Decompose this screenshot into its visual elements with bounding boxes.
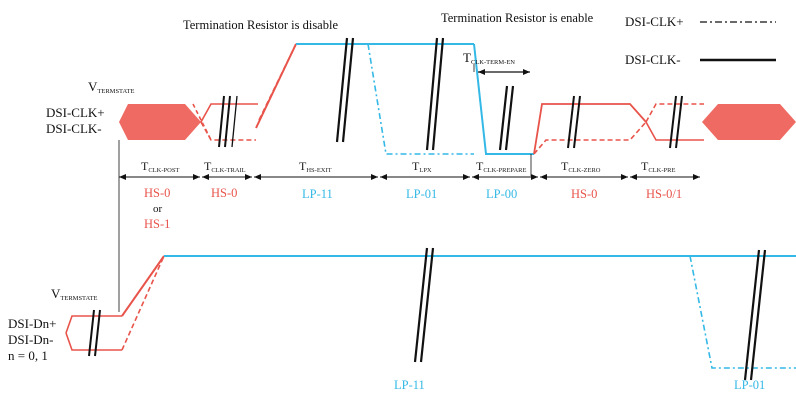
legend-clk-minus-label: DSI-CLK-: [625, 52, 681, 67]
clk-break-mark-6: [669, 95, 683, 149]
termination-disable-label: Termination Resistor is disable: [183, 18, 338, 32]
state-hs0-zero: HS-0: [571, 187, 597, 201]
clk-hs-region-left: [119, 104, 201, 140]
phase-clk-prepare: TCLK-PREPARE: [476, 159, 526, 174]
clk-break-mark-4: [498, 85, 515, 151]
clk-break-mark-1: [218, 95, 231, 148]
clk-break-mark-5: [567, 95, 581, 149]
state-hs0-or: HS-0: [144, 186, 170, 200]
dn-minus-label: DSI-Dn-: [8, 332, 54, 347]
clk-break-mark-2: [335, 37, 355, 143]
state-hs01: HS-0/1: [646, 187, 682, 201]
clk-break-mark-3: [425, 37, 445, 151]
data-state-lp01: LP-01: [734, 378, 765, 392]
phase-clk-post: TCLK-POST: [141, 159, 179, 174]
dn-plus-label: DSI-Dn+: [8, 316, 57, 331]
phase-clk-trail: TCLK-TRAIL: [204, 159, 246, 174]
data-break-mark-2: [413, 247, 435, 363]
state-lp11: LP-11: [302, 187, 333, 201]
clock-waveform: [119, 37, 796, 155]
state-lp00: LP-00: [486, 187, 517, 201]
state-hs0-trail: HS-0: [211, 186, 237, 200]
phase-lpx: TLPX: [412, 159, 432, 174]
data-break-mark-1: [88, 309, 101, 357]
phase-clk-zero: TCLK-ZERO: [561, 159, 601, 174]
termination-enable-label: Termination Resistor is enable: [441, 11, 594, 25]
data-break-mark-3: [743, 249, 767, 381]
data-waveform: [65, 247, 796, 381]
phase-hs-exit: THS-EXIT: [299, 159, 332, 174]
clk-hs-region-right: [702, 104, 796, 140]
legend: DSI-CLK+ DSI-CLK-: [625, 14, 776, 67]
clk-minus-label: DSI-CLK-: [46, 121, 102, 136]
state-lp01: LP-01: [406, 187, 437, 201]
data-vtermstate-label: VTERMSTATE: [51, 286, 97, 302]
clk-plus-label: DSI-CLK+: [46, 105, 105, 120]
state-hs1: HS-1: [144, 217, 170, 231]
dn-index-label: n = 0, 1: [8, 348, 48, 363]
state-or: or: [153, 203, 163, 215]
clock-state-labels: HS-0 or HS-1 HS-0 LP-11 LP-01 LP-00 HS-0…: [144, 186, 682, 231]
phase-timing-row: TCLK-POST TCLK-TRAIL THS-EXIT TLPX TCLK-…: [119, 159, 700, 180]
legend-clk-plus-label: DSI-CLK+: [625, 14, 684, 29]
data-state-lp11: LP-11: [394, 378, 425, 392]
phase-clk-pre: TCLK-PRE: [641, 159, 675, 174]
t-clk-term-en-label: TCLK-TERM-EN: [463, 50, 515, 66]
clk-vtermstate-label: VTERMSTATE: [88, 79, 134, 95]
